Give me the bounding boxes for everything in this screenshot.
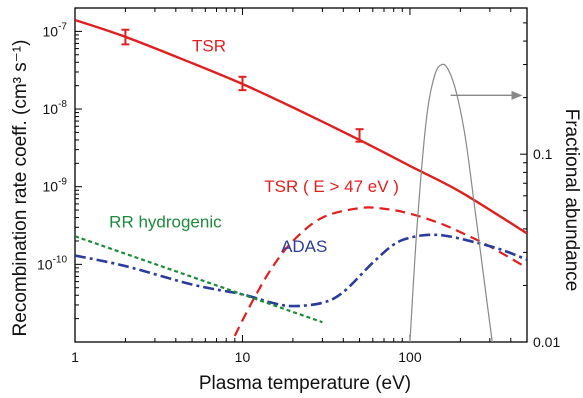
x-axis-title: Plasma temperature (eV) <box>199 373 411 394</box>
y-axis-title: Recombination rate coeff. (cm³ s⁻¹) <box>10 40 31 337</box>
series-annotation: RR hydrogenic <box>109 212 222 231</box>
series-line-2 <box>75 233 527 308</box>
x-tick-label: 10 <box>235 349 251 365</box>
plot-frame <box>74 7 528 343</box>
series-annotation: TSR <box>192 37 226 56</box>
y2-tick-label: 0.01 <box>533 334 560 350</box>
plot-area: 1 10 100 10-10 10-9 10-8 10-7 0.01 0.1 TSR TSR ( E… <box>37 7 560 365</box>
y2-tick-label: 0.1 <box>533 146 553 162</box>
series-line-1 <box>233 206 527 337</box>
series-annotation: ADAS <box>281 237 327 256</box>
x-tick-label: 100 <box>398 349 422 365</box>
series-line-0 <box>75 18 527 235</box>
series-annotation: TSR ( E > 47 eV ) <box>264 177 399 196</box>
x-tick-label: 1 <box>71 349 79 365</box>
y2-axis-title: Fractional abundance <box>561 109 582 292</box>
y-tick-label: 10-7 <box>43 21 68 39</box>
y-tick-label: 10-8 <box>43 99 68 117</box>
series-line-4 <box>409 63 493 342</box>
series-line-3 <box>75 235 323 324</box>
y-tick-label: 10-10 <box>37 254 67 272</box>
y-tick-label: 10-9 <box>43 177 68 195</box>
arrow-head <box>511 90 523 100</box>
